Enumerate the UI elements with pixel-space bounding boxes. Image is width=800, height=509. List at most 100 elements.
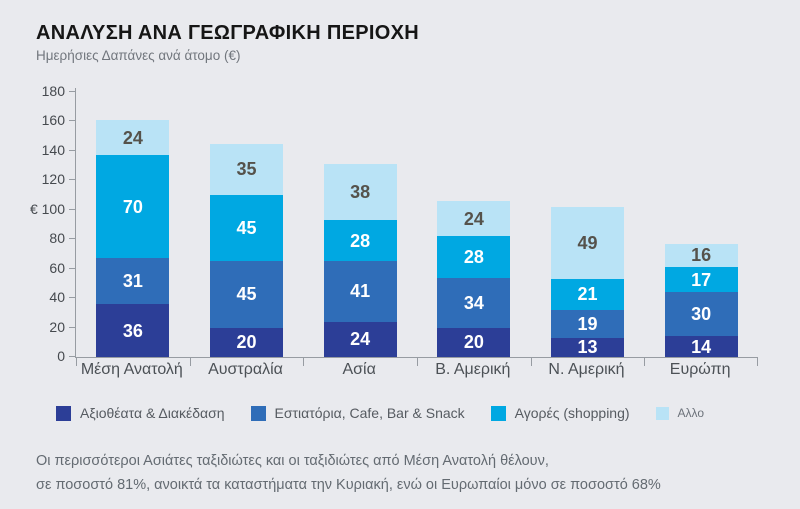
y-tick-mark [69, 356, 75, 357]
y-tick-mark [69, 149, 75, 151]
bar-value-label: 21 [577, 284, 598, 305]
footnote-line-1: Οι περισσότεροι Ασιάτες ταξιδιώτες και ο… [36, 453, 549, 469]
bar-segment: 70 [96, 155, 170, 259]
bar-segment: 38 [323, 164, 397, 221]
y-tick-mark [69, 326, 75, 328]
bar-segment: 28 [437, 236, 511, 278]
bar-value-label: 45 [236, 284, 257, 305]
bar-value-label: 20 [463, 332, 484, 353]
bar-2: 20 45 45 35 [210, 143, 283, 357]
bar-segment: 49 [551, 206, 624, 279]
bar-1: 36 31 70 24 [96, 120, 170, 357]
bar-segment: 36 [96, 304, 170, 357]
y-tick-mark [69, 297, 75, 299]
chart-subtitle: Ημερήσιες Δαπάνες ανά άτομο (€) [36, 48, 241, 63]
legend-swatch [56, 405, 71, 421]
bar-segment: 41 [323, 261, 397, 322]
y-tick-mark [69, 208, 75, 210]
bar-value-label: 24 [463, 208, 484, 229]
bar-value-label: 30 [691, 304, 712, 325]
bar-segment: 34 [437, 277, 511, 328]
y-tick-label: 180 [41, 83, 65, 99]
bar-segment: 14 [664, 336, 738, 357]
bar-segment: 24 [323, 321, 397, 357]
bar-segment: 45 [210, 195, 283, 262]
x-tick-mark [417, 358, 418, 366]
footnote: Οι περισσότεροι Ασιάτες ταξιδιώτες και ο… [36, 449, 661, 497]
legend-label: Αξιοθέατα & Διακέδαση [80, 405, 225, 421]
x-tick-mark [76, 358, 77, 366]
y-tick-mark [69, 179, 75, 181]
bar-value-label: 24 [350, 329, 371, 350]
y-tick-label: 0 [57, 348, 65, 364]
bar-segment: 16 [664, 243, 738, 268]
bar-segment: 20 [437, 327, 511, 357]
footnote-line-2: σε ποσοστό 81%, ανοικτά τα καταστήματα τ… [36, 477, 661, 493]
y-tick-mark [69, 238, 75, 240]
bar-value-label: 35 [236, 159, 257, 180]
bar-segment: 28 [323, 220, 397, 262]
bar-5: 13 19 21 49 [551, 206, 624, 358]
x-axis-label: Ν. Αμερική [548, 361, 625, 378]
bar-segment: 21 [551, 279, 624, 310]
bar-segment: 30 [664, 292, 738, 337]
y-tick-label: 40 [49, 289, 65, 306]
x-tick-mark [189, 358, 191, 366]
bar-value-label: 70 [122, 196, 143, 217]
x-axis-labels: Μέση Ανατολή Αυστραλία Ασία Β. Αμερική Ν. Αμ… [75, 361, 757, 383]
bar-segment: 24 [96, 120, 170, 156]
y-tick-label: 20 [49, 318, 65, 335]
page-title: ΑΝΑΛΥΣΗ ΑΝΑ ΓΕΩΓΡΑΦΙΚΗ ΠΕΡΙΟΧΗ [36, 22, 419, 44]
legend-item: Αγορές (shopping) [490, 405, 630, 421]
bar-value-label: 28 [350, 230, 371, 251]
bar-value-label: 34 [463, 292, 484, 313]
legend-swatch [490, 405, 506, 421]
legend-swatch [655, 406, 669, 420]
bar-6: 14 30 17 16 [664, 243, 738, 357]
legend-item: Αλλο [655, 406, 704, 420]
y-tick-label: 140 [41, 141, 65, 158]
y-tick-mark [69, 267, 75, 269]
bar-value-label: 16 [691, 245, 712, 266]
bar-value-label: 31 [122, 271, 143, 292]
x-tick-mark [757, 358, 758, 366]
bar-segment: 24 [437, 200, 511, 237]
bar-value-label: 38 [350, 182, 371, 203]
bar-value-label: 14 [691, 336, 712, 357]
y-tick-label: 120 [41, 171, 65, 188]
bar-value-label: 28 [463, 246, 484, 267]
y-tick-mark [69, 120, 75, 122]
bar-value-label: 45 [236, 218, 257, 239]
bar-segment: 17 [664, 267, 738, 293]
bar-segment: 20 [210, 327, 283, 357]
x-tick-mark [303, 358, 305, 366]
bar-segment: 35 [210, 143, 283, 196]
bar-value-label: 20 [236, 332, 257, 353]
legend-item: Αξιοθέατα & Διακέδαση [56, 405, 225, 421]
bar-value-label: 49 [577, 232, 598, 253]
x-axis-label: Β. Αμερική [435, 361, 511, 378]
plot-area: 0 20 40 60 80 € 100 120 140 160 180 36 31 70 24 20 45 45… [30, 83, 758, 366]
x-axis-label: Ευρώπη [669, 361, 731, 378]
chart-legend: Αξιοθέατα & Διακέδαση Εστιατόρια, Cafe, B… [56, 405, 704, 421]
legend-item: Εστιατόρια, Cafe, Bar & Snack [250, 405, 465, 421]
legend-label: Αγορές (shopping) [514, 405, 630, 421]
y-axis-unit: € [29, 200, 42, 217]
bar-segment: 19 [551, 309, 624, 338]
bar-value-label: 17 [691, 269, 712, 290]
legend-label: Εστιατόρια, Cafe, Bar & Snack [274, 405, 465, 421]
bar-value-label: 19 [577, 313, 598, 334]
bar-value-label: 24 [122, 127, 143, 148]
legend-swatch [250, 405, 266, 421]
bar-4: 20 34 28 24 [437, 200, 511, 357]
y-tick-label: 60 [49, 259, 65, 276]
x-tick-mark [644, 358, 646, 366]
x-axis-label: Ασία [342, 361, 376, 378]
bar-segment: 45 [210, 261, 283, 328]
bar-3: 24 41 28 38 [323, 164, 397, 357]
x-tick-mark [530, 358, 532, 366]
y-tick-mark [69, 91, 75, 92]
bar-value-label: 13 [577, 337, 598, 358]
x-axis-label: Αυστραλία [208, 361, 283, 378]
bar-value-label: 36 [122, 320, 143, 341]
